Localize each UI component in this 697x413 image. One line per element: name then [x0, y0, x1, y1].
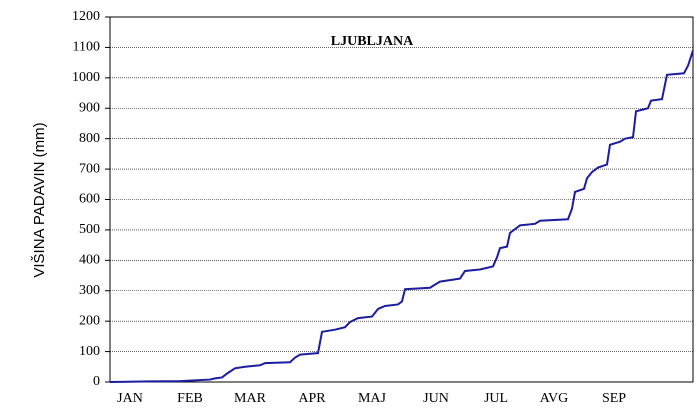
x-tick-label: MAJ: [358, 391, 387, 406]
y-tick-label: 500: [79, 222, 100, 237]
x-tick-label: MAR: [234, 391, 267, 406]
y-tick-label: 1000: [72, 70, 100, 85]
x-tick-label: SEP: [602, 391, 626, 406]
y-tick-label: 800: [79, 131, 100, 146]
x-tick-label: JUL: [484, 391, 508, 406]
y-tick-label: 0: [93, 374, 100, 389]
y-tick-label: 200: [79, 313, 100, 328]
y-tick-label: 1200: [72, 9, 100, 24]
x-tick-label: AVG: [540, 391, 569, 406]
plot-frame: [109, 16, 694, 383]
x-tick-label: JUN: [423, 391, 449, 406]
chart-title: LJUBLJANA: [331, 34, 414, 49]
y-tick-label: 1100: [73, 40, 100, 55]
x-tick-label: FEB: [177, 391, 203, 406]
y-tick-label: 300: [79, 283, 100, 298]
data-line: [109, 50, 694, 383]
y-tick-label: 100: [79, 344, 100, 359]
y-axis-label: VIŠINA PADAVIN (mm): [31, 122, 48, 277]
x-tick-label: APR: [298, 391, 326, 406]
y-tick-label: 900: [79, 100, 100, 115]
y-tick-label: 700: [79, 161, 100, 176]
x-tick-label: JAN: [117, 391, 143, 406]
y-tick-label: 600: [79, 192, 100, 207]
y-tick-label: 400: [79, 253, 100, 268]
